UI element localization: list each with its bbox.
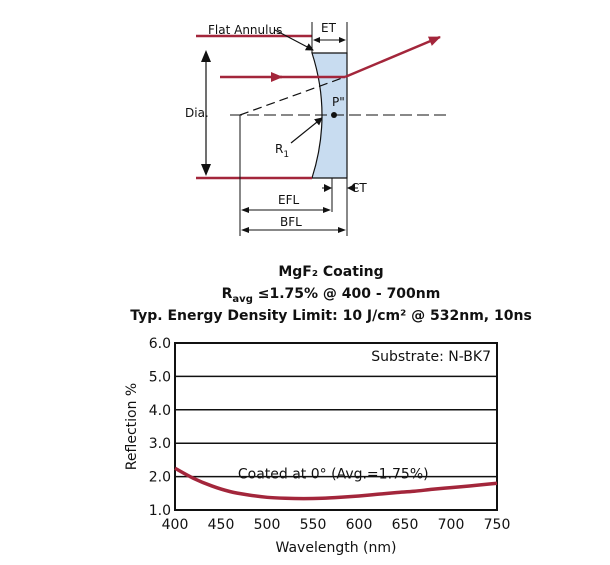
- flat-annulus-leader: [274, 29, 314, 51]
- et-arrow-left: [313, 37, 320, 43]
- chart-title-block: MgF₂ Coating Ravg ≤1.75% @ 400 - 700nm T…: [130, 264, 532, 324]
- chart-title-line2: Ravg ≤1.75% @ 400 - 700nm: [222, 286, 441, 305]
- reflection-chart: 1.0 2.0 3.0 4.0 5.0 6.0 400 450 500 550 600 650 700…: [124, 336, 510, 556]
- y-axis-label: Reflection %: [124, 383, 140, 470]
- y-tick-label: 2.0: [149, 470, 171, 486]
- bfl-label: BFL: [280, 215, 302, 229]
- x-tick-label: 650: [392, 517, 419, 533]
- chart-title-line1: MgF₂ Coating: [278, 264, 383, 280]
- x-tick-label: 600: [346, 517, 373, 533]
- chart-title-line3: Typ. Energy Density Limit: 10 J/cm² @ 53…: [130, 308, 532, 324]
- principal-point-dot: [331, 112, 337, 118]
- x-tick-labels: 400 450 500 550 600 650 700 750: [162, 517, 511, 533]
- efl-label: EFL: [278, 193, 299, 207]
- plot-frame: [174, 342, 498, 511]
- efl-arrow-left: [241, 207, 249, 213]
- x-tick-label: 750: [484, 517, 511, 533]
- x-axis-label: Wavelength (nm): [276, 540, 397, 556]
- dia-arrow-up: [201, 50, 211, 62]
- y-tick-label: 1.0: [149, 503, 171, 519]
- outgoing-ray: [344, 35, 441, 79]
- flat-annulus-label: Flat Annulus: [208, 23, 282, 37]
- x-tick-label: 500: [254, 517, 281, 533]
- ct-label: CT: [351, 181, 367, 195]
- bfl-arrow-right: [338, 227, 346, 233]
- x-tick-label: 450: [208, 517, 235, 533]
- lens-body: [311, 52, 348, 179]
- bfl-arrow-left: [241, 227, 249, 233]
- p-double-prime-label: P": [332, 95, 345, 109]
- et-arrow-right: [339, 37, 346, 43]
- y-tick-label: 4.0: [149, 403, 171, 419]
- y-tick-label: 5.0: [149, 369, 171, 385]
- r1-label: R1: [275, 142, 289, 160]
- y-tick-label: 3.0: [149, 436, 171, 452]
- dia-label: Dia.: [185, 106, 209, 120]
- dia-arrow-down: [201, 164, 211, 176]
- substrate-annotation: Substrate: N-BK7: [371, 349, 491, 365]
- grid-lines: [175, 375, 497, 478]
- y-tick-label: 6.0: [149, 336, 171, 352]
- series-line-coated: [174, 466, 498, 501]
- x-tick-label: 700: [438, 517, 465, 533]
- lens-diagram: Dia. Flat Annulus ET P" R1 CT EFL: [185, 21, 448, 236]
- x-tick-label: 550: [300, 517, 327, 533]
- et-label: ET: [321, 21, 337, 35]
- efl-arrow-right: [323, 207, 331, 213]
- x-tick-label: 400: [162, 517, 189, 533]
- curve-annotation: Coated at 0° (Avg.=1.75%): [238, 466, 429, 482]
- virtual-ray-extension: [239, 76, 346, 116]
- y-tick-labels: 1.0 2.0 3.0 4.0 5.0 6.0: [149, 336, 171, 519]
- r1-leader: [290, 117, 323, 144]
